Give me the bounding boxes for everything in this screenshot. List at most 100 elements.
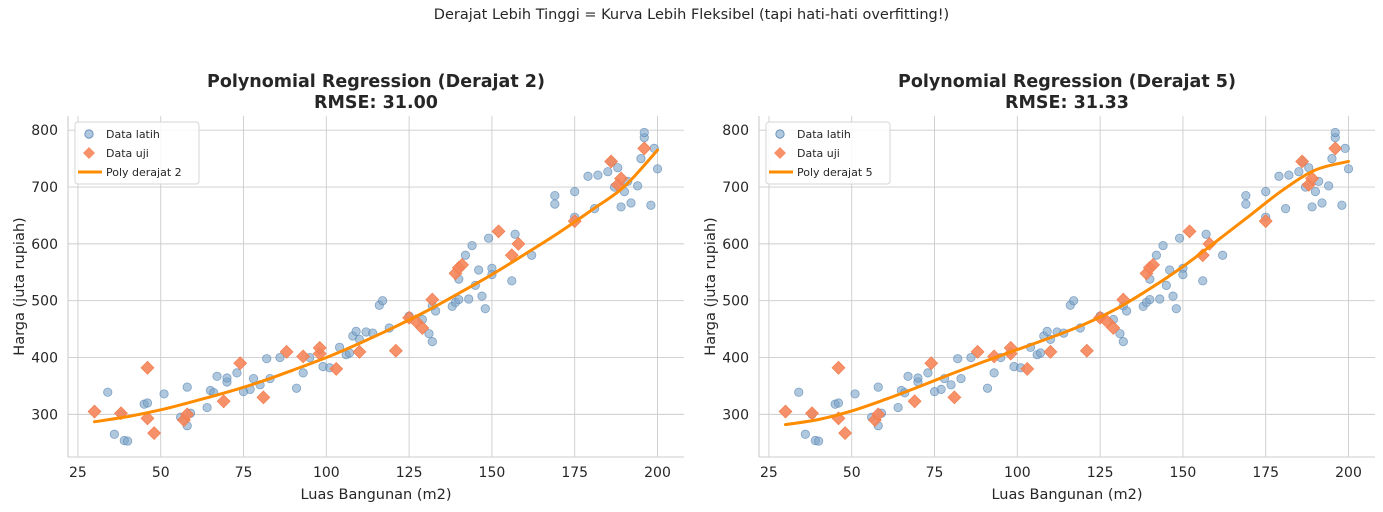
x-axis-label: Luas Bangunan (m2)	[991, 487, 1142, 503]
train-point	[956, 373, 966, 384]
test-point	[778, 404, 793, 419]
test-point	[180, 407, 195, 422]
x-tick-label: 75	[235, 465, 253, 481]
test-point	[907, 394, 922, 409]
train-point	[477, 291, 487, 301]
train-point	[1151, 250, 1162, 260]
test-point	[614, 171, 628, 186]
x-tick-label: 200	[644, 465, 671, 481]
train-point	[1241, 199, 1251, 209]
train-point	[262, 354, 272, 364]
y-tick-label: 500	[722, 294, 749, 310]
legend: Data latih Data uji Poly derajat 2	[74, 121, 200, 185]
test-point	[1328, 141, 1343, 156]
train-point	[1294, 167, 1304, 177]
train-point	[603, 167, 613, 177]
train-point	[159, 389, 169, 399]
chart-subtitle: RMSE: 31.00	[314, 93, 438, 113]
test-point	[352, 344, 367, 359]
legend-swatch-test	[774, 147, 786, 159]
train-point	[814, 436, 824, 446]
y-axis-label: Harga (juta rupiah)	[703, 217, 719, 355]
train-point	[1324, 181, 1334, 191]
train-point	[1340, 143, 1350, 153]
legend: Data latih Data uji Poly derajat 5	[765, 121, 891, 185]
train-point	[850, 389, 860, 399]
train-point	[202, 402, 212, 413]
train-point	[109, 429, 119, 439]
train-point	[424, 329, 434, 339]
train-point	[427, 337, 437, 347]
train-point	[1343, 164, 1354, 174]
test-point	[1305, 171, 1319, 186]
train-point	[946, 380, 956, 390]
test-point	[805, 406, 819, 421]
test-point	[1106, 321, 1121, 335]
chart-subtitle: RMSE: 31.33	[1005, 93, 1129, 113]
train-point	[833, 398, 844, 408]
x-tick-label: 150	[1170, 465, 1197, 481]
train-point	[1280, 204, 1291, 214]
train-point	[570, 186, 580, 197]
train-point	[1201, 229, 1211, 239]
train-point	[142, 398, 153, 408]
gridlines	[68, 116, 684, 457]
fit-curve	[92, 148, 660, 424]
x-tick-label: 25	[69, 465, 87, 481]
train-point	[1330, 127, 1340, 138]
test-point	[970, 344, 985, 359]
y-tick-label: 800	[31, 123, 58, 139]
train-point	[1042, 326, 1052, 336]
train-point	[1198, 276, 1208, 286]
train-point	[1158, 240, 1168, 251]
train-point	[1035, 348, 1046, 358]
train-point	[913, 373, 923, 383]
x-tick-label: 25	[760, 465, 778, 481]
chart-panel-degree-5: 25 50 75 100 125 150 175 200 300 400 500 600 700 800 L…	[703, 72, 1375, 503]
train-point	[953, 354, 963, 364]
x-tick-label: 125	[1087, 465, 1114, 481]
test-point	[312, 340, 327, 355]
train-point	[1241, 190, 1251, 201]
train-point	[873, 382, 883, 392]
x-tick-label: 150	[479, 465, 506, 481]
test-point	[1043, 344, 1058, 359]
test-point	[1195, 248, 1210, 263]
test-point	[1182, 224, 1197, 239]
test-point	[329, 361, 344, 376]
x-tick-label: 100	[313, 465, 340, 481]
train-point	[1317, 198, 1327, 208]
series-test	[778, 141, 1343, 441]
test-point	[947, 390, 962, 405]
train-point	[1161, 280, 1171, 290]
train-point	[1168, 291, 1178, 301]
train-point	[982, 383, 993, 393]
y-tick-label: 700	[722, 180, 749, 196]
test-point	[415, 321, 430, 335]
train-point	[1274, 171, 1284, 181]
train-point	[510, 229, 520, 239]
train-point	[646, 200, 656, 210]
train-point	[1115, 329, 1125, 339]
y-tick-label: 400	[722, 351, 749, 367]
legend-swatch-test	[83, 147, 95, 159]
train-point	[800, 429, 810, 439]
train-point	[613, 163, 623, 173]
test-point	[1295, 154, 1310, 169]
train-point	[103, 387, 113, 397]
train-point	[1118, 337, 1128, 347]
test-point	[1146, 257, 1161, 272]
legend-label-train: Data latih	[797, 128, 851, 141]
y-tick-label: 400	[31, 351, 58, 367]
x-tick-label: 175	[561, 465, 588, 481]
train-point	[474, 265, 484, 275]
x-tick-label: 175	[1252, 465, 1279, 481]
train-point	[454, 294, 464, 305]
x-tick-label: 50	[152, 465, 170, 481]
test-point	[296, 349, 311, 364]
train-point	[1307, 202, 1317, 212]
train-point	[1310, 186, 1320, 197]
test-point	[1079, 343, 1094, 358]
train-point	[989, 368, 999, 378]
test-point	[455, 257, 470, 272]
